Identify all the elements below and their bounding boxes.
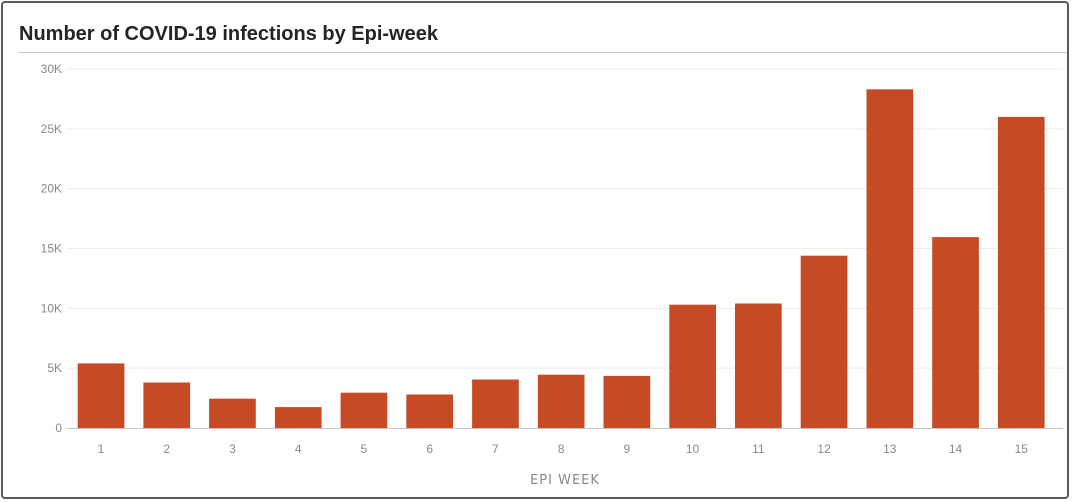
bar[interactable] (735, 303, 782, 429)
x-tick-label: 2 (163, 442, 170, 456)
bar[interactable] (472, 379, 519, 429)
x-tick-label: 1 (98, 442, 105, 456)
bar[interactable] (143, 382, 191, 429)
y-tick-label: 15K (41, 242, 62, 256)
y-tick-label: 10K (41, 301, 62, 315)
bar[interactable] (77, 363, 125, 428)
y-tick-label: 20K (41, 182, 62, 196)
x-tick-label: 6 (426, 442, 433, 456)
chart-title: Number of COVID-19 infections by Epi-wee… (19, 23, 438, 45)
x-tick-label: 5 (361, 442, 368, 456)
x-tick-label: 10 (686, 442, 700, 456)
bar[interactable] (997, 116, 1045, 429)
bar[interactable] (406, 394, 453, 429)
x-axis-ticks: 1 2 3 4 5 6 7 8 9 10 11 12 13 14 15 (98, 442, 1029, 456)
bars (77, 89, 1045, 429)
x-tick-label: 9 (624, 442, 631, 456)
y-tick-label: 25K (41, 122, 62, 136)
title-divider (19, 52, 1067, 53)
x-tick-label: 12 (817, 442, 831, 456)
x-axis-title: EPI WEEK (530, 473, 600, 488)
x-tick-label: 13 (883, 442, 897, 456)
y-axis-ticks: 0 5K 10K 15K 20K 25K 30K (41, 62, 63, 435)
bar[interactable] (866, 89, 914, 429)
y-tick-label: 5K (47, 361, 62, 375)
y-tick-label: 30K (41, 62, 62, 76)
bar[interactable] (274, 407, 322, 428)
bar[interactable] (932, 237, 979, 428)
x-tick-label: 8 (558, 442, 565, 456)
bar[interactable] (603, 375, 651, 428)
x-tick-label: 3 (229, 442, 236, 456)
x-tick-label: 14 (949, 442, 963, 456)
bar[interactable] (800, 255, 848, 428)
bar[interactable] (209, 398, 256, 428)
bar[interactable] (669, 304, 716, 428)
y-tick-label: 0 (55, 421, 62, 435)
bar[interactable] (537, 374, 585, 428)
x-tick-label: 4 (295, 442, 302, 456)
bar[interactable] (340, 392, 388, 428)
x-tick-label: 7 (492, 442, 499, 456)
gridlines (67, 68, 1063, 369)
x-tick-label: 15 (1015, 442, 1029, 456)
x-tick-label: 11 (752, 442, 765, 456)
